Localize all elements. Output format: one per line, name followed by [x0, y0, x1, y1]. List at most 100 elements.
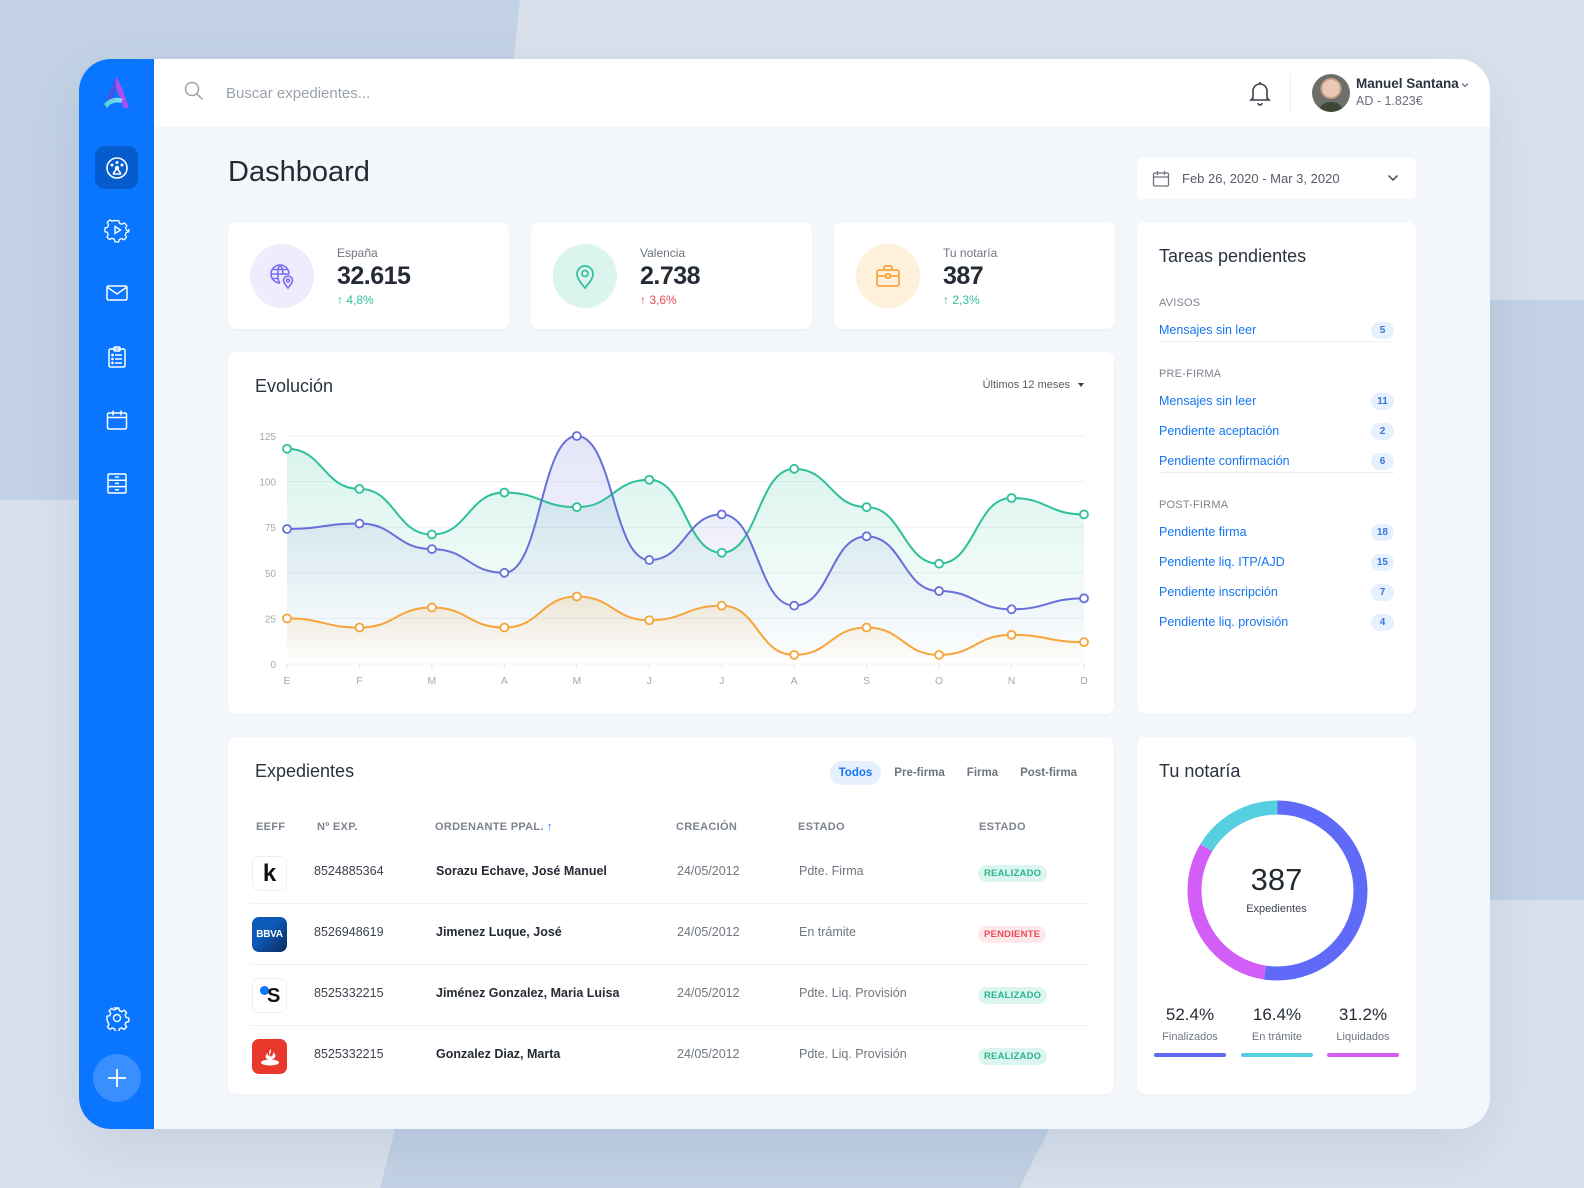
data-point[interactable] [716, 547, 727, 558]
x-tick-label: E [283, 675, 290, 687]
table-row[interactable]: 8525332215 Gonzalez Diaz, Marta 24/05/2012… [250, 1025, 1087, 1086]
donut-chart [1187, 800, 1368, 981]
sidebar-item-messages[interactable] [95, 271, 138, 314]
column-header-state[interactable]: ESTADO [798, 821, 845, 833]
data-point[interactable] [934, 586, 944, 596]
status-badge: PENDIENTE [978, 926, 1047, 943]
task-link[interactable]: Mensajes sin leer [1159, 323, 1257, 337]
notary-title: Tu notaría [1159, 761, 1241, 781]
stat-delta: ↑ 3,6% [640, 293, 677, 307]
data-point[interactable] [861, 622, 872, 633]
tab-todos[interactable]: Todos [829, 761, 882, 785]
gear-icon [105, 1006, 129, 1031]
table-row[interactable]: k 8524885364 Sorazu Echave, José Manuel 24/… [250, 842, 1087, 903]
data-point[interactable] [644, 615, 655, 626]
settings-button[interactable] [95, 996, 138, 1039]
data-point[interactable] [282, 524, 292, 534]
tab-pre-firma[interactable]: Pre-firma [894, 767, 945, 779]
search-input[interactable] [226, 81, 626, 105]
data-point[interactable] [934, 558, 944, 569]
data-point[interactable] [1079, 593, 1089, 604]
data-point[interactable] [499, 622, 510, 633]
table-row[interactable]: S 8525332215 Jiménez Gonzalez, Maria Luisa… [250, 964, 1087, 1025]
data-point[interactable] [282, 443, 292, 454]
data-point[interactable] [1006, 629, 1017, 640]
sidebar-item-dashboard[interactable] [95, 146, 138, 189]
filter-tabs: Todos Pre-firma Firma Post-firma [829, 761, 1086, 785]
calendar-icon [106, 410, 127, 430]
sidebar-item-tasks[interactable] [95, 335, 138, 378]
column-header-eeff[interactable]: EEFF [256, 821, 286, 833]
range-select[interactable]: Últimos 12 meses [983, 379, 1084, 391]
task-link[interactable]: Pendiente liq. ITP/AJD [1159, 555, 1285, 569]
column-header-created[interactable]: CREACIÓN [676, 821, 738, 833]
data-point[interactable] [1079, 509, 1089, 520]
avatar[interactable] [1312, 74, 1350, 112]
data-point[interactable] [282, 613, 292, 624]
series-area [287, 436, 1084, 664]
sidebar-item-processes[interactable] [95, 208, 138, 251]
add-button[interactable] [93, 1054, 141, 1102]
data-point[interactable] [571, 591, 582, 602]
data-point[interactable] [1006, 604, 1017, 615]
donut-segment-liquidados[interactable] [1187, 800, 1368, 981]
notification-bell-icon[interactable] [1247, 79, 1273, 107]
task-link[interactable]: Pendiente firma [1159, 525, 1247, 539]
count-badge: 18 [1370, 524, 1394, 541]
app-logo-icon[interactable] [96, 73, 136, 113]
data-point[interactable] [1079, 637, 1089, 648]
data-point[interactable] [716, 600, 727, 611]
donut-segment-en-trámite[interactable] [1187, 800, 1368, 981]
data-point[interactable] [789, 463, 800, 474]
user-name[interactable]: Manuel Santana [1356, 76, 1459, 91]
data-point[interactable] [716, 509, 727, 520]
data-point[interactable] [789, 600, 800, 611]
tab-post-firma[interactable]: Post-firma [1020, 767, 1077, 779]
task-link[interactable]: Pendiente liq. provisión [1159, 615, 1289, 629]
data-point[interactable] [427, 529, 437, 540]
sidebar [79, 59, 154, 1129]
legend-value: 16.4% [1252, 1005, 1302, 1024]
data-point[interactable] [571, 431, 582, 441]
data-point[interactable] [861, 531, 872, 542]
data-point[interactable] [861, 502, 872, 513]
task-link[interactable]: Pendiente inscripción [1159, 585, 1278, 599]
column-header-number[interactable]: Nº EXP. [317, 821, 358, 833]
orderer-name[interactable]: Gonzalez Diaz, Marta [436, 1047, 561, 1061]
sidebar-item-archive[interactable] [95, 461, 138, 504]
task-link[interactable]: Pendiente aceptación [1159, 424, 1280, 438]
file-cabinet-icon [106, 472, 127, 494]
data-point[interactable] [499, 487, 510, 498]
orderer-name[interactable]: Jimenez Luque, José [436, 925, 562, 939]
orderer-name[interactable]: Sorazu Echave, José Manuel [436, 864, 607, 878]
data-point[interactable] [427, 544, 437, 554]
series-area [287, 596, 1084, 664]
data-point[interactable] [354, 622, 365, 633]
divider [1159, 472, 1394, 473]
orderer-name[interactable]: Jiménez Gonzalez, Maria Luisa [436, 986, 620, 1000]
data-point[interactable] [1006, 493, 1017, 503]
data-point[interactable] [354, 483, 365, 494]
data-point[interactable] [789, 649, 800, 660]
data-point[interactable] [427, 602, 437, 613]
state-text: Pdte. Liq. Provisión [799, 1047, 907, 1061]
task-section-label: PRE-FIRMA [1159, 368, 1222, 380]
chevron-down-icon[interactable] [1460, 81, 1470, 89]
table-row[interactable]: BBVA 8526948619 Jimenez Luque, José 24/05/2… [250, 903, 1087, 964]
clipboard-list-icon [107, 345, 126, 368]
data-point[interactable] [934, 649, 944, 660]
sidebar-item-calendar[interactable] [95, 398, 138, 441]
task-link[interactable]: Mensajes sin leer [1159, 394, 1257, 408]
task-link[interactable]: Pendiente confirmación [1159, 454, 1290, 468]
column-header-orderer[interactable]: ORDENANTE PPAL. ↑ [435, 821, 553, 833]
data-point[interactable] [644, 555, 655, 565]
date-range-picker[interactable]: Feb 26, 2020 - Mar 3, 2020 [1137, 158, 1416, 199]
data-point[interactable] [644, 474, 655, 485]
y-tick-label: 75 [265, 523, 277, 534]
column-header-status[interactable]: ESTADO [979, 821, 1026, 833]
data-point[interactable] [499, 567, 510, 578]
data-point[interactable] [354, 518, 365, 529]
divider [250, 903, 1087, 904]
tab-firma[interactable]: Firma [966, 767, 999, 779]
data-point[interactable] [571, 502, 582, 513]
